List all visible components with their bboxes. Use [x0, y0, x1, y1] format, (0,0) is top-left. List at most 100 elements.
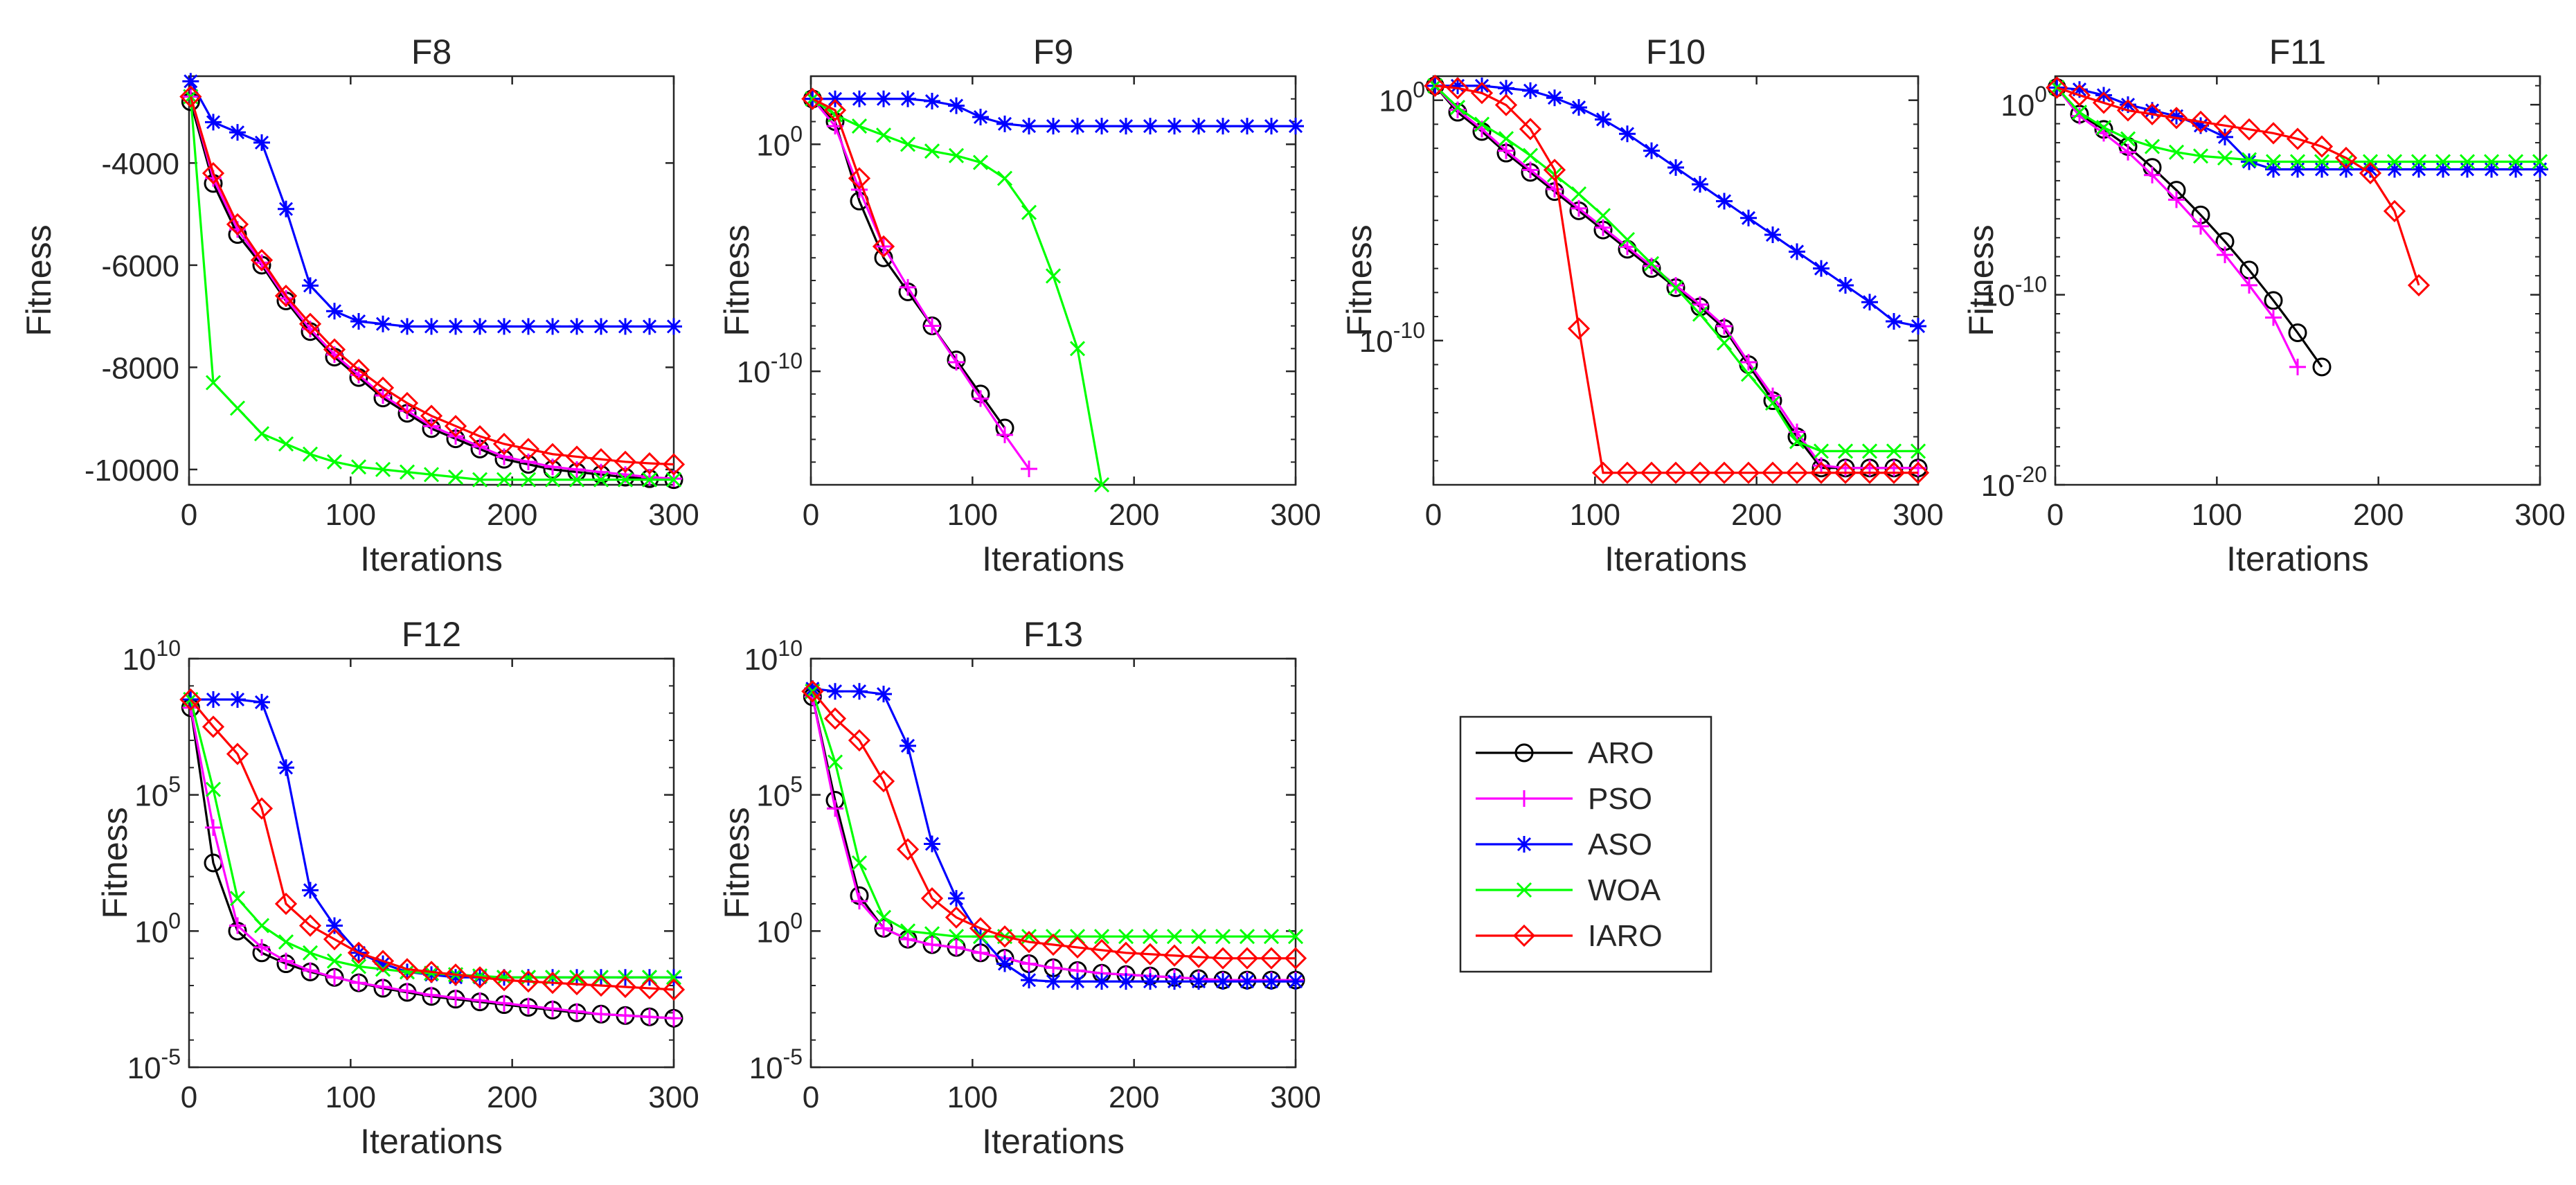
marker-aso-15 — [1789, 243, 1805, 260]
marker-woa-18 — [1861, 443, 1878, 459]
legend-label-aro: ARO — [1588, 736, 1654, 770]
series-line-iaro — [1435, 84, 1918, 474]
marker-aso-5 — [302, 882, 319, 899]
marker-pso-13 — [1740, 354, 1757, 371]
marker-iaro-14 — [1138, 943, 1162, 965]
marker-pso-16 — [569, 1003, 585, 1020]
marker-aso-18 — [2483, 161, 2500, 178]
marker-pso-2 — [851, 893, 868, 910]
marker-iaro-10 — [2286, 127, 2309, 150]
marker-iaro-10 — [1041, 933, 1065, 956]
marker-woa-2 — [229, 400, 246, 416]
marker-woa-9 — [2265, 154, 2282, 170]
marker-iaro-13 — [1737, 461, 1760, 484]
marker-aso-2 — [229, 124, 246, 141]
marker-pso-18 — [617, 1007, 634, 1024]
marker-aso-2 — [1474, 77, 1490, 94]
marker-aso-15 — [2410, 161, 2427, 178]
marker-pso-10 — [2289, 358, 2306, 375]
marker-woa-1 — [827, 107, 843, 123]
marker-aso-16 — [1190, 973, 1207, 990]
marker-woa-1 — [205, 375, 222, 391]
marker-woa-7 — [2217, 150, 2233, 166]
marker-aso-10 — [1045, 118, 1062, 135]
marker-woa-8 — [375, 961, 391, 977]
marker-pso-3 — [2120, 143, 2136, 161]
marker-pso-1 — [205, 819, 222, 836]
marker-aso-5 — [1546, 89, 1563, 107]
marker-pso-9 — [1643, 258, 1660, 275]
marker-woa-12 — [1093, 929, 1110, 945]
marker-woa-13 — [2362, 154, 2379, 170]
marker-aso-16 — [1813, 260, 1830, 277]
marker-pso-16 — [1813, 457, 1830, 474]
marker-aso-13 — [496, 318, 512, 335]
marker-iaro-9 — [395, 391, 419, 415]
marker-iaro-7 — [347, 358, 370, 382]
marker-woa-12 — [2338, 154, 2354, 170]
marker-pso-9 — [399, 982, 415, 999]
marker-woa-3 — [2120, 131, 2136, 147]
legend-label-woa: WOA — [1588, 873, 1661, 907]
marker-woa-17 — [1215, 929, 1231, 945]
marker-iaro-5 — [1543, 159, 1566, 181]
chart-title: F10 — [1646, 33, 1706, 71]
chart-f9: 0 100 200 300 10-10 100 F9 Iterations Fitness — [717, 33, 1321, 578]
marker-pso-8 — [375, 978, 391, 995]
marker-aso-9 — [1021, 972, 1037, 989]
marker-woa-2 — [851, 855, 868, 871]
marker-iaro-3 — [872, 235, 895, 258]
marker-iaro-8 — [371, 376, 395, 399]
marker-woa-16 — [1813, 443, 1830, 459]
marker-pso-7 — [1595, 219, 1611, 236]
y-tick-label: 10-20 — [1981, 462, 2047, 503]
marker-woa-17 — [593, 472, 609, 488]
marker-pso-5 — [302, 962, 319, 979]
marker-aso-17 — [593, 318, 609, 335]
marker-woa-7 — [1595, 208, 1611, 224]
marker-iaro-2 — [1470, 82, 1494, 105]
marker-iaro-0 — [1424, 74, 1447, 98]
marker-pso-4 — [1522, 161, 1539, 179]
marker-pso-3 — [253, 254, 270, 271]
marker-woa-10 — [2289, 154, 2306, 170]
marker-aso-16 — [569, 318, 585, 335]
marker-iaro-8 — [993, 925, 1017, 948]
marker-aso-6 — [326, 303, 343, 320]
marker-woa-2 — [851, 118, 868, 134]
marker-aso-10 — [2289, 161, 2306, 178]
marker-aso-11 — [447, 318, 464, 335]
marker-iaro-16 — [565, 972, 589, 996]
marker-woa-20 — [1287, 929, 1304, 945]
marker-pso-3 — [253, 938, 270, 956]
marker-iaro-5 — [298, 914, 322, 937]
marker-woa-10 — [1667, 280, 1684, 296]
marker-aso-1 — [1449, 77, 1466, 94]
marker-aso-5 — [302, 277, 319, 294]
marker-pso-5 — [1546, 181, 1563, 198]
marker-woa-5 — [2168, 144, 2185, 160]
marker-woa-5 — [924, 143, 940, 159]
marker-aso-12 — [1093, 118, 1110, 135]
marker-iaro-12 — [2334, 146, 2358, 170]
chart-title: F11 — [2269, 33, 2326, 71]
marker-iaro-19 — [638, 977, 661, 1000]
marker-iaro-11 — [1066, 936, 1089, 959]
marker-aso-6 — [948, 890, 965, 907]
marker-aso-4 — [1522, 82, 1539, 99]
marker-woa-20 — [2532, 154, 2548, 170]
marker-pso-8 — [996, 426, 1013, 443]
marker-aso-5 — [2168, 107, 2185, 125]
x-tick-label: 100 — [325, 1080, 376, 1114]
marker-iaro-14 — [2383, 199, 2406, 222]
marker-aso-5 — [924, 835, 940, 853]
marker-iaro-1 — [1446, 77, 1469, 100]
marker-iaro-3 — [250, 249, 274, 271]
marker-aso-14 — [520, 318, 537, 335]
marker-aso-19 — [1263, 973, 1280, 990]
marker-pso-9 — [2265, 309, 2282, 326]
marker-woa-13 — [496, 472, 512, 488]
marker-iaro-3 — [872, 769, 895, 793]
marker-woa-1 — [205, 781, 222, 797]
x-tick-label: 100 — [325, 498, 376, 532]
